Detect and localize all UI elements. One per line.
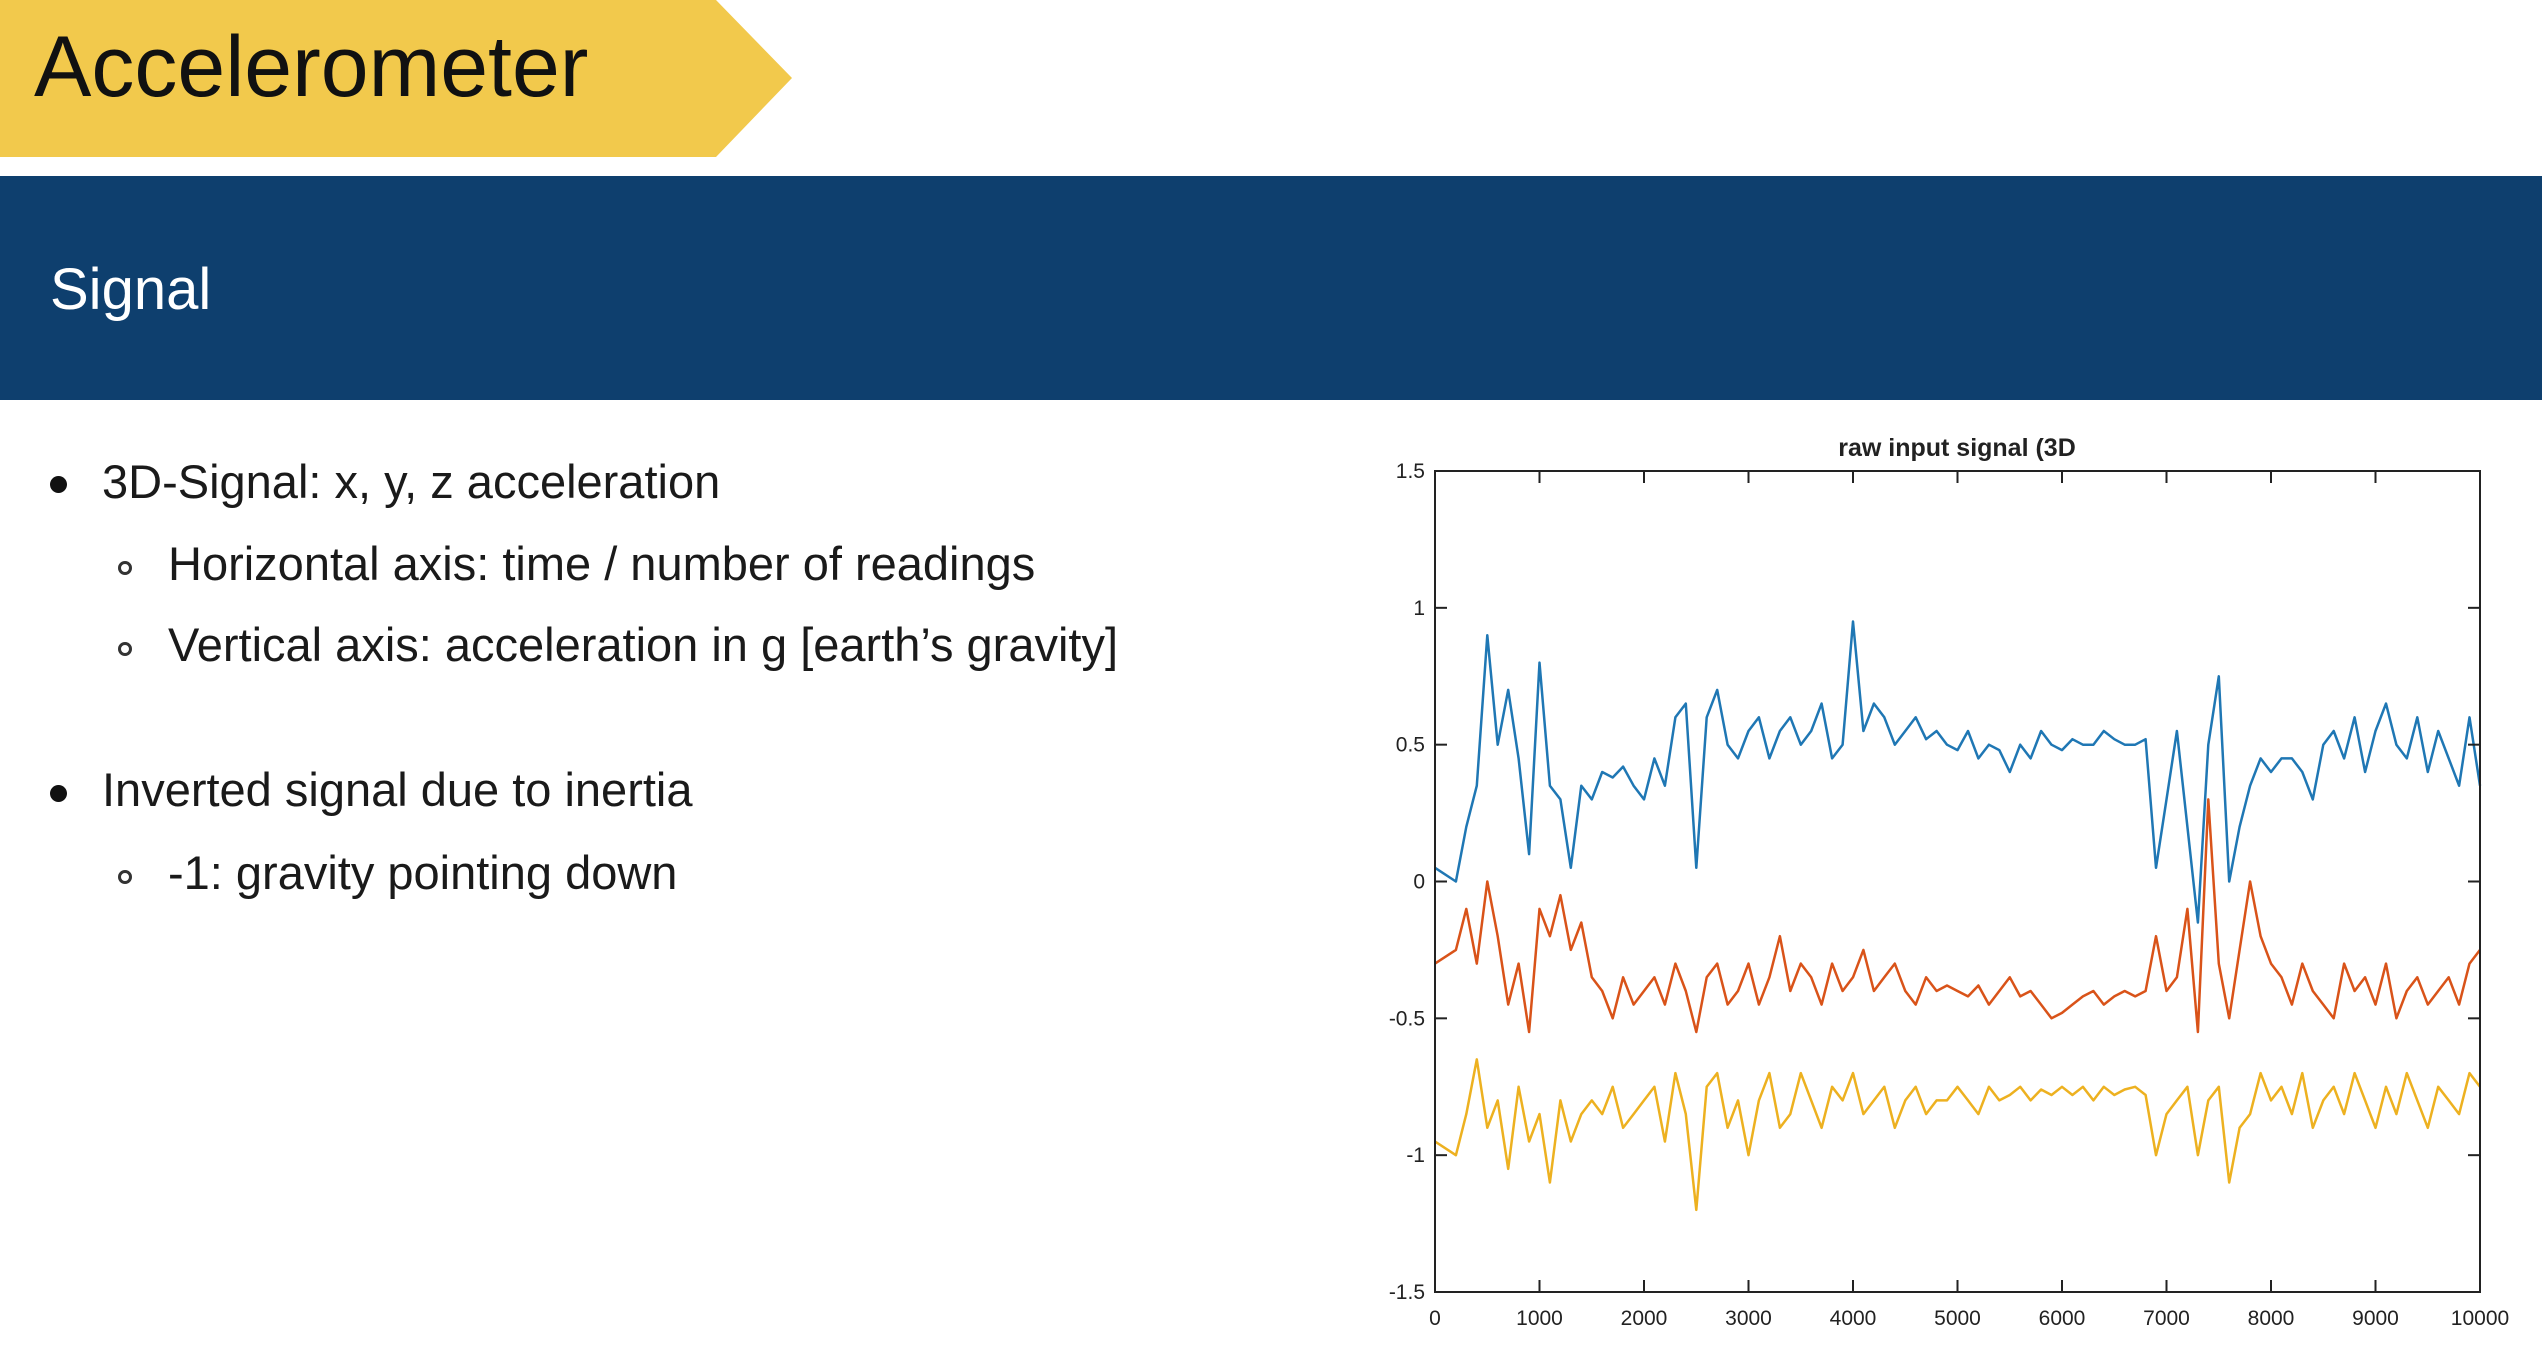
y-tick-label: 1 bbox=[1413, 597, 1425, 620]
x-tick-label: 2000 bbox=[1621, 1307, 1668, 1330]
line-chart: raw input signal (3D 0 1000 2000 3000 4000 50… bbox=[1389, 434, 2509, 1330]
bullet-item-2: Inverted signal due to inertia bbox=[102, 763, 693, 816]
x-tick-label: 5000 bbox=[1934, 1307, 1981, 1330]
axis-ticks bbox=[1434, 470, 2481, 1293]
series-line-2 bbox=[1434, 798, 2481, 1034]
sub-bullet-ring-1 bbox=[118, 561, 132, 575]
bullet-dot-2 bbox=[50, 785, 67, 802]
y-tick-label: -0.5 bbox=[1389, 1007, 1425, 1030]
title-tab: Accelerometer bbox=[0, 0, 792, 157]
x-tick-label: 3000 bbox=[1725, 1307, 1772, 1330]
x-tick-label: 10000 bbox=[2451, 1307, 2509, 1330]
plot-frame bbox=[1434, 470, 2481, 1293]
y-tick-label: -1 bbox=[1406, 1144, 1425, 1167]
sub-bullet-ring-2 bbox=[118, 642, 132, 656]
section-title: Signal bbox=[50, 257, 212, 322]
x-tick-label: 8000 bbox=[2248, 1307, 2295, 1330]
y-tick-label: 0 bbox=[1413, 871, 1425, 894]
sub-bullet-item-1: Horizontal axis: time / number of readin… bbox=[168, 537, 1036, 590]
chart-title: raw input signal (3D bbox=[1838, 434, 2076, 462]
plot-lines bbox=[1434, 620, 2482, 1212]
section-band: Signal bbox=[0, 176, 2542, 400]
x-tick-label: 1000 bbox=[1516, 1307, 1563, 1330]
bullet-dot-1 bbox=[50, 476, 67, 493]
y-tick-label: -1.5 bbox=[1389, 1281, 1425, 1304]
x-tick-label: 0 bbox=[1429, 1307, 1441, 1330]
y-tick-labels: 1.5 1 0.5 0 -0.5 -1 -1.5 bbox=[1389, 460, 1425, 1304]
sub-bullet-item-3: -1: gravity pointing down bbox=[168, 846, 678, 899]
y-tick-label: 0.5 bbox=[1396, 734, 1425, 757]
sub-bullet-ring-3 bbox=[118, 870, 132, 884]
title-tab-polygon bbox=[0, 0, 792, 157]
x-tick-label: 9000 bbox=[2352, 1307, 2399, 1330]
series-line-1 bbox=[1434, 620, 2482, 924]
series-line-3 bbox=[1434, 1058, 2481, 1212]
y-tick-label: 1.5 bbox=[1396, 460, 1425, 483]
chart-container: raw input signal (3D 0 1000 2000 3000 4000 50… bbox=[1360, 420, 2530, 1345]
x-tick-label: 6000 bbox=[2039, 1307, 2086, 1330]
x-tick-label: 4000 bbox=[1830, 1307, 1877, 1330]
bullet-item-1: 3D-Signal: x, y, z acceleration bbox=[102, 455, 721, 508]
slide-title: Accelerometer bbox=[34, 19, 589, 115]
title-tab-shape bbox=[0, 0, 792, 157]
x-tick-labels: 0 1000 2000 3000 4000 5000 6000 7000 8000 9000 100… bbox=[1429, 1307, 2509, 1330]
x-tick-label: 7000 bbox=[2143, 1307, 2190, 1330]
sub-bullet-item-2: Vertical axis: acceleration in g [earth’… bbox=[168, 618, 1119, 671]
